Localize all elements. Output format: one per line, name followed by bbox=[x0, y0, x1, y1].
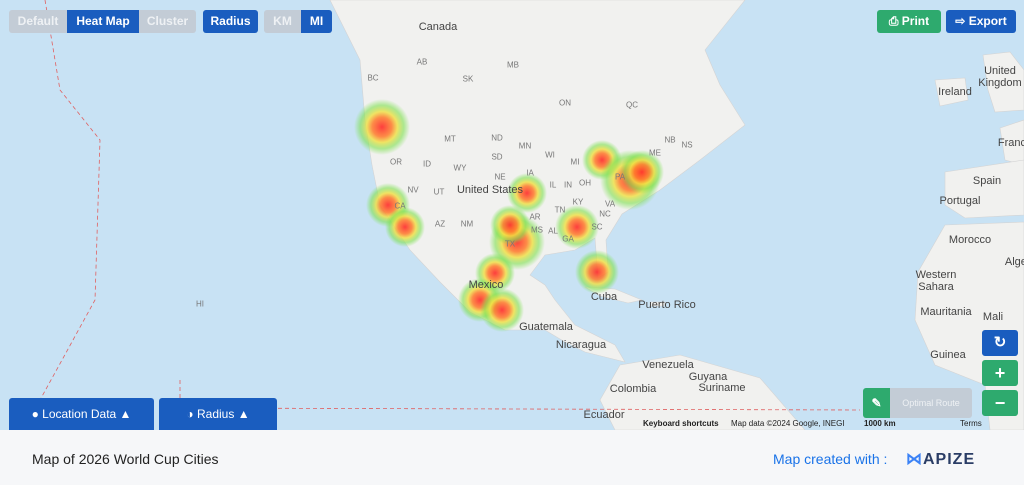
map-label: Guatemala bbox=[519, 320, 573, 333]
map-label: ON bbox=[559, 98, 571, 108]
map-label: BC bbox=[367, 73, 379, 83]
map-label: GA bbox=[562, 234, 574, 244]
map-label: Suriname bbox=[698, 381, 746, 394]
zoom-out[interactable]: − bbox=[982, 390, 1018, 416]
map-label: IN bbox=[564, 180, 572, 190]
map-label: ID bbox=[423, 159, 431, 169]
map-label: MS bbox=[531, 225, 543, 235]
radius-button[interactable]: Radius bbox=[203, 10, 258, 33]
map-label: HI bbox=[196, 299, 204, 309]
map-label: Guinea bbox=[930, 348, 966, 361]
brand-name: APIZE bbox=[923, 451, 976, 468]
map-label: NB bbox=[664, 135, 676, 145]
footer-credit: Map created with : bbox=[773, 451, 888, 467]
view-cluster[interactable]: Cluster bbox=[139, 10, 196, 33]
refresh-button[interactable]: ↻ bbox=[982, 330, 1018, 356]
map-label: Spain bbox=[972, 174, 1002, 187]
map-label: PA bbox=[614, 172, 626, 182]
map-label: OR bbox=[390, 157, 402, 167]
map-label: ND bbox=[491, 133, 503, 143]
map-label: Portugal bbox=[939, 194, 981, 207]
map-label: WI bbox=[545, 150, 555, 160]
edit-route[interactable]: ✎ bbox=[863, 388, 890, 418]
map-label: SC bbox=[591, 222, 603, 232]
map-label: TN bbox=[554, 205, 566, 215]
map-label: MI bbox=[570, 157, 580, 167]
terms[interactable]: Terms bbox=[960, 419, 982, 428]
print-button[interactable]: ⎙ Print bbox=[877, 10, 941, 33]
map-label: Puerto Rico bbox=[638, 298, 696, 311]
unit-mi[interactable]: MI bbox=[301, 10, 332, 33]
map-label: Mali bbox=[982, 310, 1004, 323]
map-label: SK bbox=[462, 74, 474, 84]
map-label: United Kingdom bbox=[978, 64, 1022, 89]
map[interactable]: Canada BC AB SK MB ON QC NB NS ME OR ID MT ND SD WY NE MN… bbox=[0, 0, 1024, 430]
map-label: NV bbox=[407, 185, 419, 195]
map-label: MB bbox=[507, 60, 519, 70]
map-label: Colombia bbox=[609, 382, 657, 395]
map-label: Venezuela bbox=[642, 358, 694, 371]
view-heatmap[interactable]: Heat Map bbox=[67, 10, 139, 33]
map-label: Cuba bbox=[590, 290, 618, 303]
map-label: Ireland bbox=[938, 85, 972, 98]
zoom-in[interactable]: + bbox=[982, 360, 1018, 386]
optimal-route[interactable]: Optimal Route bbox=[890, 388, 972, 418]
map-data: Map data ©2024 Google, INEGI bbox=[731, 419, 845, 428]
map-label: Mauritania bbox=[920, 305, 972, 318]
map-label: Morocco bbox=[948, 233, 992, 246]
view-default[interactable]: Default bbox=[9, 10, 67, 33]
map-label: IA bbox=[526, 168, 534, 178]
map-label: Canada bbox=[418, 20, 458, 33]
export-button[interactable]: ⇨ Export bbox=[946, 10, 1016, 33]
map-label: VA bbox=[604, 199, 616, 209]
export-label: Export bbox=[968, 14, 1007, 28]
map-label: SD bbox=[491, 152, 503, 162]
map-label: United States bbox=[456, 183, 524, 196]
map-label: Ecuador bbox=[583, 408, 625, 421]
map-label: AL bbox=[548, 226, 558, 236]
map-label: NS bbox=[681, 140, 693, 150]
map-label: KY bbox=[572, 197, 584, 207]
map-label: AR bbox=[529, 212, 541, 222]
heat-layer bbox=[354, 99, 664, 332]
radius-panel[interactable]: ◑ Radius ▲ bbox=[159, 398, 277, 430]
footer: Map of 2026 World Cup Cities Map created… bbox=[0, 430, 1024, 485]
map-label: QC bbox=[626, 100, 638, 110]
scale: 1000 km bbox=[864, 419, 896, 428]
map-label: ME bbox=[649, 148, 661, 158]
map-label: NC bbox=[599, 209, 611, 219]
keyboard-shortcuts[interactable]: Keyboard shortcuts bbox=[643, 419, 719, 428]
map-label: AB bbox=[416, 57, 428, 67]
print-label: Print bbox=[901, 14, 930, 28]
map-label: Guyana bbox=[688, 370, 728, 383]
brand-logo[interactable]: ⋈APIZE bbox=[906, 451, 976, 468]
map-label: NE bbox=[494, 172, 506, 182]
location-data-panel[interactable]: ● Location Data ▲ bbox=[9, 398, 154, 430]
map-label: France bbox=[997, 136, 1024, 149]
map-label: MT bbox=[444, 134, 456, 144]
unit-km[interactable]: KM bbox=[264, 10, 301, 33]
map-label: AZ bbox=[434, 219, 446, 229]
map-label: WY bbox=[453, 163, 467, 173]
map-label: TX bbox=[504, 239, 516, 249]
map-label: CA bbox=[394, 201, 406, 211]
radius-panel-label: Radius bbox=[197, 407, 235, 421]
map-label: IL bbox=[549, 180, 557, 190]
map-label: Western Sahara bbox=[915, 268, 957, 293]
map-label: MN bbox=[518, 141, 532, 151]
map-label: Nicaragua bbox=[555, 338, 607, 351]
footer-title: Map of 2026 World Cup Cities bbox=[32, 451, 219, 467]
map-label: NM bbox=[460, 219, 474, 229]
location-data-label: Location Data bbox=[42, 407, 117, 421]
map-label: Algeria bbox=[1004, 255, 1024, 268]
map-label: Mexico bbox=[468, 278, 504, 291]
map-label: UT bbox=[433, 187, 445, 197]
map-label: OH bbox=[579, 178, 591, 188]
